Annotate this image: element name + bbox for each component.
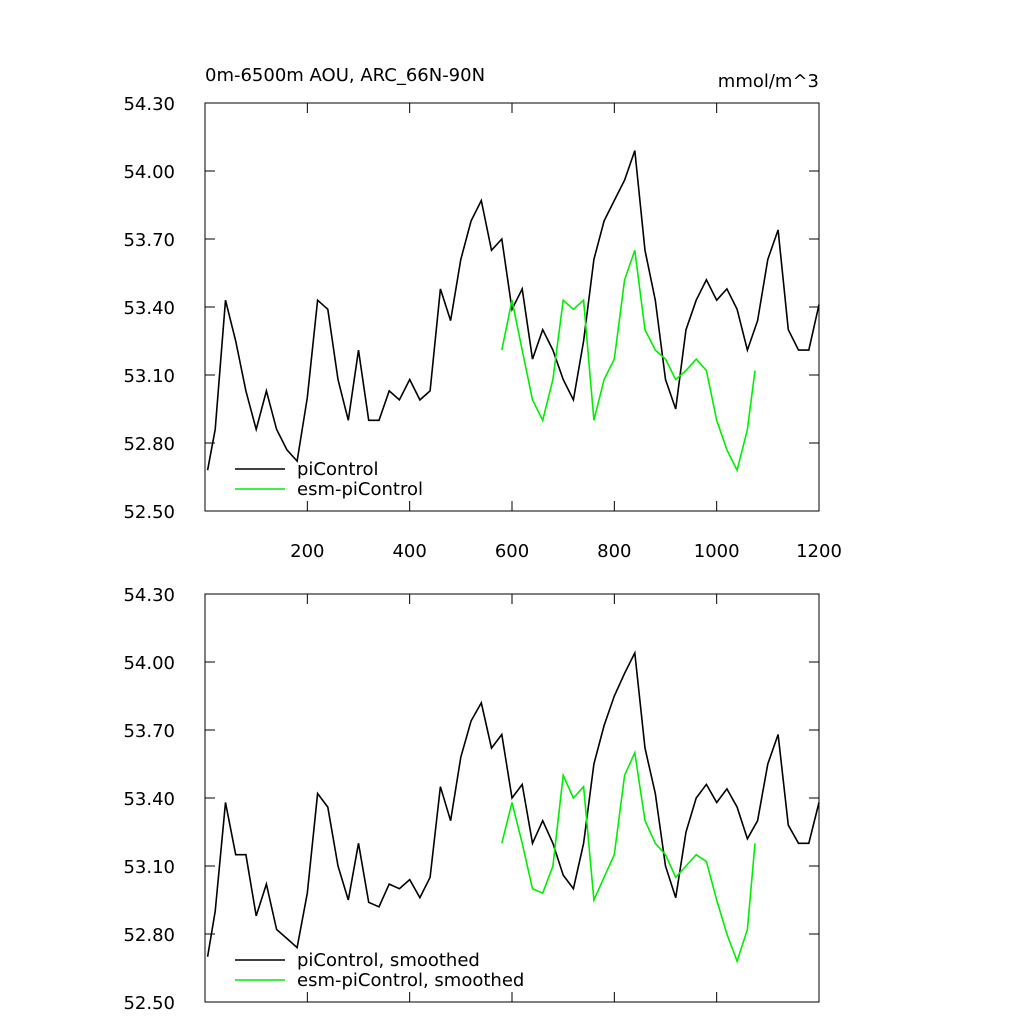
legend-label: piControl [297,459,379,480]
x-tick-label: 600 [495,541,529,562]
chart-title: 0m-6500m AOU, ARC_66N-90N [205,65,485,86]
data-line [501,250,756,473]
x-tick-label: 200 [290,541,324,562]
y-tick-label: 54.30 [123,585,175,606]
y-tick-label: 53.10 [123,857,175,878]
x-tick-label: 1200 [796,541,842,562]
y-tick-label: 54.30 [123,94,175,115]
y-tick-label: 52.50 [123,502,175,523]
y-tick-label: 53.40 [123,298,175,319]
y-tick-label: 52.80 [123,434,175,455]
data-line [206,150,820,471]
x-tick-label: 1000 [694,541,740,562]
legend-label: piControl, smoothed [297,950,480,971]
x-tick-label: 400 [392,541,426,562]
y-tick-label: 53.70 [123,230,175,251]
legend-label: esm-piControl, smoothed [297,970,524,991]
y-tick-label: 54.00 [123,653,175,674]
y-tick-label: 52.80 [123,925,175,946]
data-line [501,749,756,964]
units-label: mmol/m^3 [718,71,819,92]
y-tick-label: 54.00 [123,162,175,183]
y-tick-label: 53.70 [123,721,175,742]
y-tick-label: 53.10 [123,366,175,387]
y-tick-label: 52.50 [123,993,175,1014]
y-tick-label: 53.40 [123,789,175,810]
data-line [206,650,820,957]
x-tick-label: 800 [597,541,631,562]
legend-label: esm-piControl [297,479,423,500]
